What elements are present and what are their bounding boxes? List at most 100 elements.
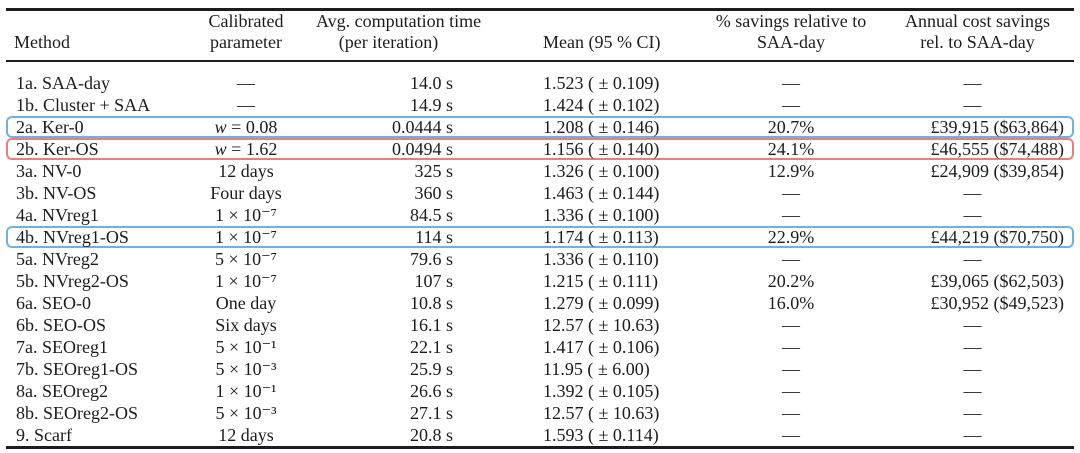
table-row: 7b. SEOreg1-OS 5 × 10⁻³ 25.9 s 11.95 ( ± 6.…	[6, 358, 1074, 380]
method-cell: 7b. SEOreg1-OS	[16, 359, 138, 379]
table-row: 3a. NV-0 12 days 325 s 1.326 ( ± 0.100) 12.9…	[6, 160, 1074, 182]
method-cell: 8a. SEOreg2	[16, 381, 108, 401]
method-cell: 6a. SEO-0	[16, 293, 91, 313]
annual-cell: £30,952 ($49,523)	[930, 293, 1065, 313]
col-header-calibrated-parameter: Calibrated parameter	[176, 11, 316, 62]
time-cell: 16.1 s	[409, 315, 453, 335]
results-table: Method Calibrated parameter Avg. computa…	[6, 8, 1074, 449]
method-cell: 4a. NVreg1	[16, 205, 99, 225]
table-row: 5a. NVreg2 5 × 10⁻⁷ 79.6 s 1.336 ( ± 0.110)…	[6, 248, 1074, 270]
param-cell: Four days	[210, 183, 282, 203]
method-cell: 1b. Cluster + SAA	[16, 95, 151, 115]
annual-cell: —	[963, 315, 982, 335]
param-cell: Six days	[215, 315, 277, 335]
annual-cell: £39,915 ($63,864)	[881, 116, 1074, 138]
param-cell: 12 days	[218, 161, 274, 181]
col-header-mean-ci: Mean (95 % CI)	[461, 11, 701, 62]
header-line: (per iteration)	[338, 32, 439, 52]
mean-cell: 1.326 ( ± 0.100)	[543, 161, 660, 181]
table-row: 1b. Cluster + SAA — 14.9 s 1.424 ( ± 0.102)…	[6, 94, 1074, 116]
col-header-computation-time: Avg. computation time (per iteration)	[316, 11, 482, 62]
time-cell: 79.6 s	[409, 249, 453, 269]
mean-cell: 1.523 ( ± 0.109)	[543, 73, 660, 93]
annual-cell: —	[963, 95, 982, 115]
time-cell: 0.0494 s	[316, 138, 461, 160]
param-cell: 1 × 10⁻⁷	[176, 226, 316, 248]
annual-cell: —	[963, 183, 982, 203]
header-line: Annual cost savings	[905, 11, 1050, 31]
table-row: 5b. NVreg2-OS 1 × 10⁻⁷ 107 s 1.215 ( ± 0.11…	[6, 270, 1074, 292]
col-header-annual-cost-savings: Annual cost savings rel. to SAA-day	[881, 11, 1074, 62]
annual-cell: —	[963, 337, 982, 357]
mean-cell: 1.336 ( ± 0.110)	[543, 249, 659, 269]
mean-cell: 1.424 ( ± 0.102)	[543, 95, 660, 115]
param-cell: 1 × 10⁻¹	[215, 381, 277, 401]
savings-cell: —	[782, 337, 800, 357]
method-cell: 6b. SEO-OS	[16, 315, 107, 335]
method-cell: 3a. NV-0	[16, 161, 82, 181]
annual-cell: —	[963, 359, 982, 379]
table-row-highlighted-blue: 2a. Ker-0 w = 0.08 0.0444 s 1.208 ( ± 0.146…	[6, 116, 1074, 138]
method-cell: 2a. Ker-0	[6, 116, 176, 138]
param-cell: —	[237, 95, 255, 115]
savings-cell: —	[782, 249, 800, 269]
header-line: Method	[14, 32, 70, 52]
col-header-percent-savings: % savings relative to SAA-day	[701, 11, 881, 62]
annual-cell: —	[963, 205, 982, 225]
table-row: 6a. SEO-0 One day 10.8 s 1.279 ( ± 0.099) 16…	[6, 292, 1074, 314]
savings-cell: —	[782, 359, 800, 379]
mean-cell: 1.417 ( ± 0.106)	[543, 337, 660, 357]
spacer-cell	[6, 62, 1074, 72]
mean-cell: 1.279 ( ± 0.099)	[543, 293, 660, 313]
table-row: 7a. SEOreg1 5 × 10⁻¹ 22.1 s 1.417 ( ± 0.106…	[6, 336, 1074, 358]
header-line: rel. to SAA-day	[920, 32, 1035, 52]
method-cell: 8b. SEOreg2-OS	[16, 403, 138, 423]
mean-cell: 11.95 ( ± 6.00)	[543, 359, 650, 379]
annual-cell: —	[963, 403, 982, 423]
spacer-row	[6, 62, 1074, 72]
savings-cell: —	[782, 95, 800, 115]
param-cell: 5 × 10⁻⁷	[215, 249, 277, 269]
time-cell: 0.0444 s	[316, 116, 461, 138]
savings-cell: —	[782, 425, 800, 445]
savings-cell: 22.9%	[701, 226, 881, 248]
time-cell: 325 s	[414, 161, 453, 181]
annual-cell: £24,909 ($39,854)	[930, 161, 1065, 181]
method-cell: 5b. NVreg2-OS	[16, 271, 129, 291]
header-line: % savings relative to	[715, 11, 867, 31]
mean-cell: 1.174 ( ± 0.113)	[461, 226, 701, 248]
table-header: Method Calibrated parameter Avg. computa…	[6, 11, 1074, 62]
method-cell: 4b. NVreg1-OS	[6, 226, 176, 248]
method-cell: 1a. SAA-day	[16, 73, 110, 93]
time-cell: 22.1 s	[409, 337, 453, 357]
header-line: Mean (95 % CI)	[543, 32, 661, 52]
time-cell: 25.9 s	[409, 359, 453, 379]
time-cell: 27.1 s	[409, 403, 453, 423]
savings-cell: 12.9%	[767, 161, 815, 181]
header-line: parameter	[210, 32, 282, 52]
time-cell: 10.8 s	[409, 293, 453, 313]
time-cell: 84.5 s	[409, 205, 453, 225]
mean-cell: 1.208 ( ± 0.146)	[461, 116, 701, 138]
savings-cell: —	[782, 403, 800, 423]
table-row: 6b. SEO-OS Six days 16.1 s 12.57 ( ± 10.63)…	[6, 314, 1074, 336]
header-line: SAA-day	[757, 32, 825, 52]
table-row-highlighted-red: 2b. Ker-OS w = 1.62 0.0494 s 1.156 ( ± 0.14…	[6, 138, 1074, 160]
mean-cell: 12.57 ( ± 10.63)	[543, 403, 660, 423]
annual-cell: —	[963, 249, 982, 269]
time-cell: 107 s	[414, 271, 453, 291]
time-cell: 26.6 s	[409, 381, 453, 401]
header-line: Avg. computation time	[316, 11, 482, 31]
annual-cell: £46,555 ($74,488)	[881, 138, 1074, 160]
table-row: 9. Scarf 12 days 20.8 s 1.593 ( ± 0.114) — —	[6, 424, 1074, 446]
param-cell: 5 × 10⁻¹	[215, 337, 277, 357]
param-cell: 5 × 10⁻³	[215, 403, 277, 423]
savings-cell: —	[782, 183, 800, 203]
table-row: 1a. SAA-day — 14.0 s 1.523 ( ± 0.109) — —	[6, 72, 1074, 94]
method-cell: 7a. SEOreg1	[16, 337, 108, 357]
mean-cell: 1.215 ( ± 0.111)	[543, 271, 659, 291]
param-cell: w = 1.62	[176, 138, 316, 160]
param-variable: w	[214, 139, 227, 159]
annual-cell: £44,219 ($70,750)	[881, 226, 1074, 248]
